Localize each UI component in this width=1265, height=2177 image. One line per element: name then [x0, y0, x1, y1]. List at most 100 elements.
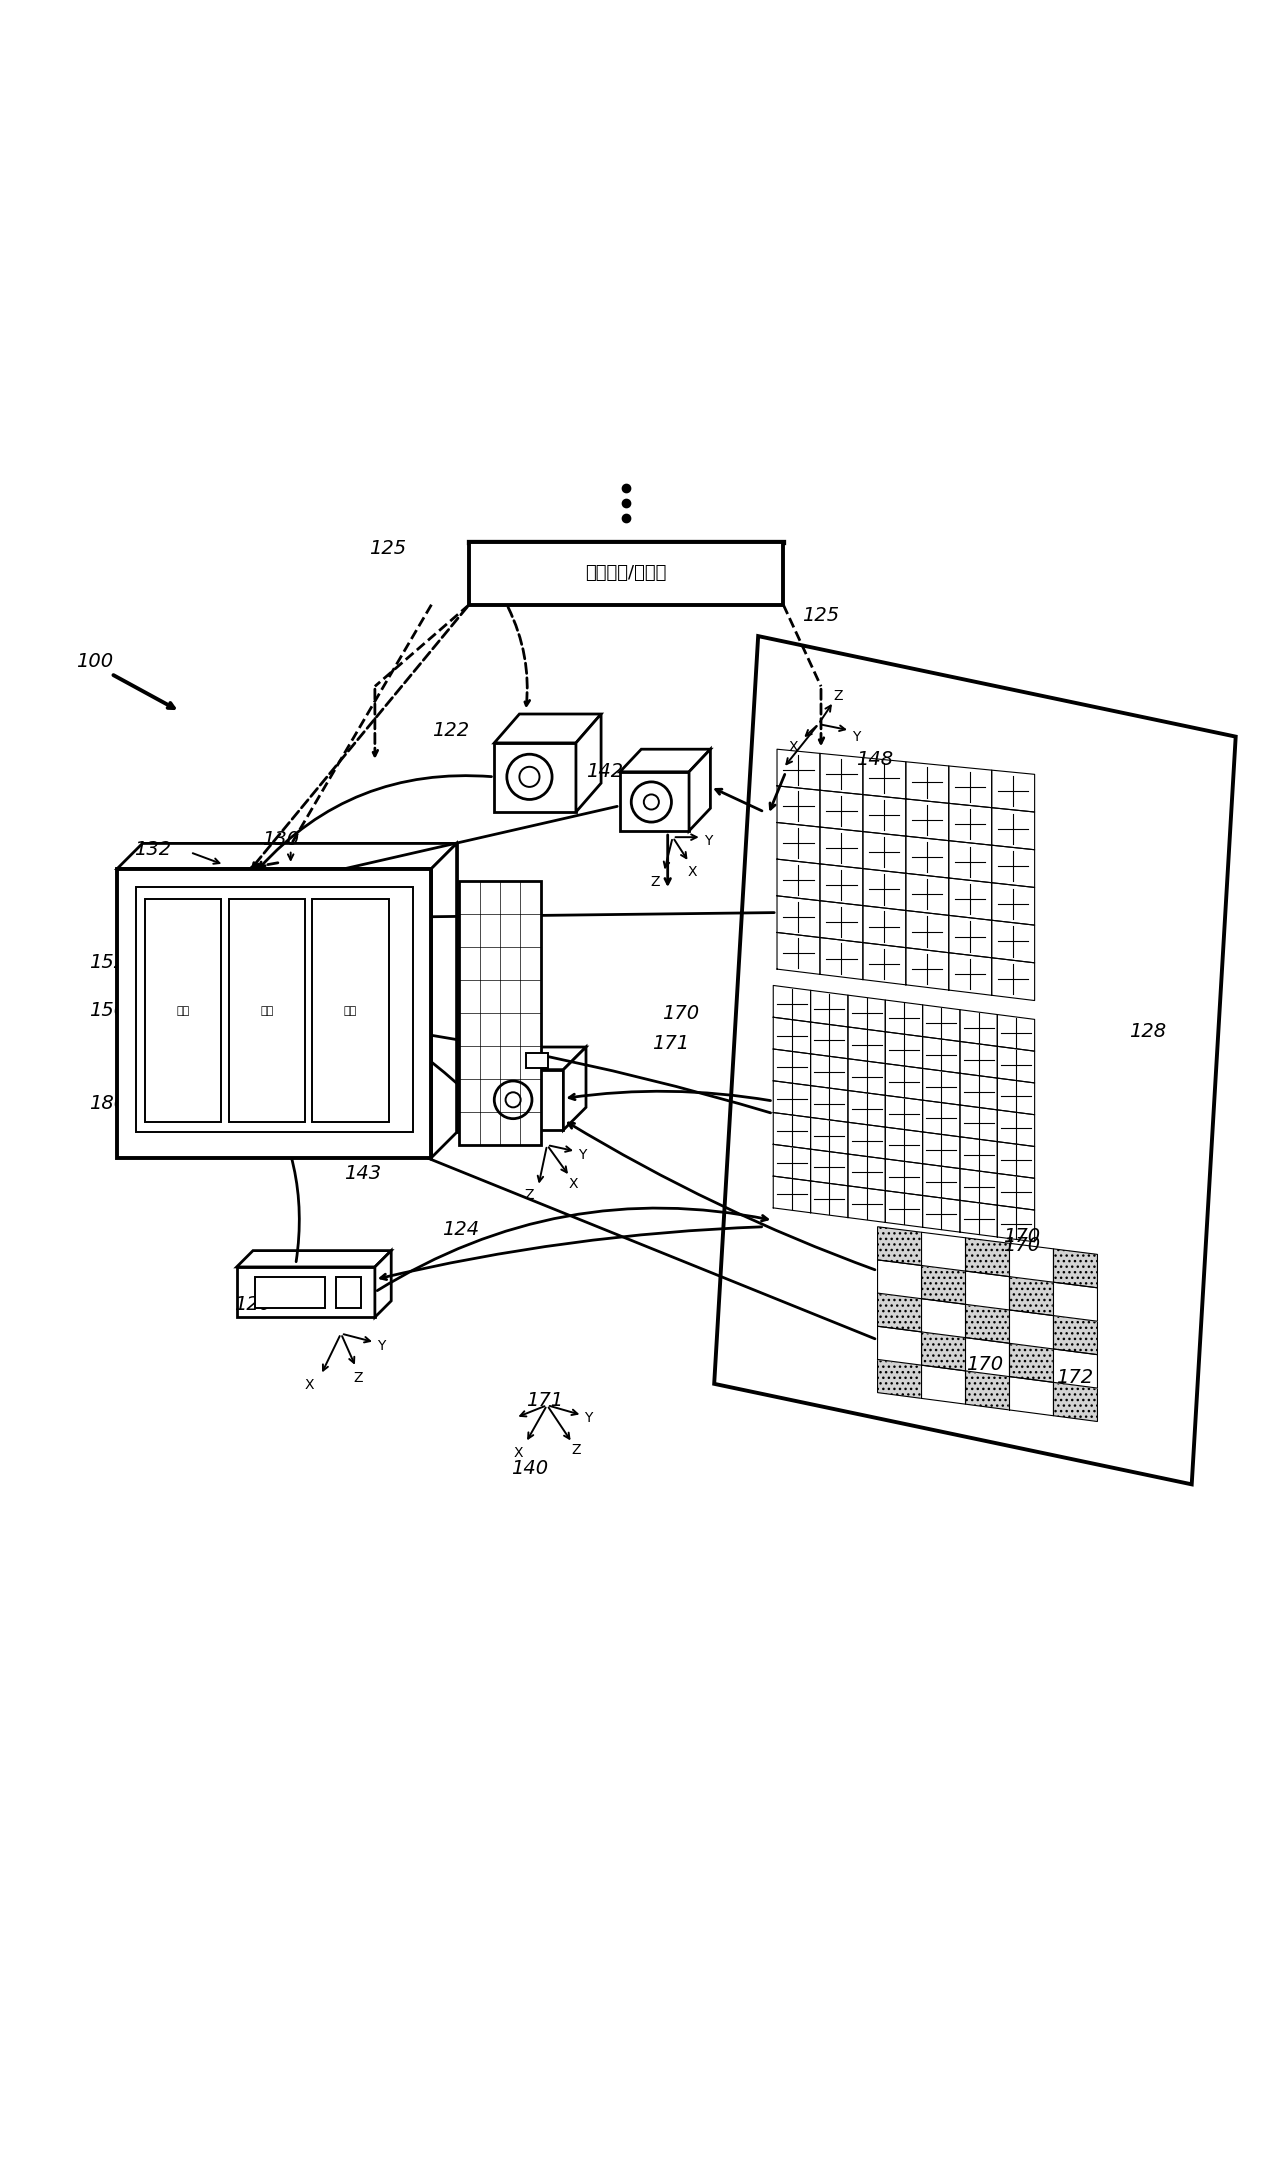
Polygon shape [992, 808, 1035, 849]
Polygon shape [773, 1017, 811, 1054]
Polygon shape [922, 1069, 960, 1106]
Bar [526, 1054, 548, 1069]
Polygon shape [922, 1006, 960, 1041]
Polygon shape [820, 790, 863, 832]
Text: X: X [788, 740, 798, 753]
Polygon shape [886, 1065, 922, 1099]
Text: 124: 124 [441, 1219, 479, 1239]
Polygon shape [777, 749, 820, 790]
Polygon shape [878, 1358, 921, 1398]
Text: Z: Z [525, 1189, 534, 1202]
Polygon shape [965, 1271, 1009, 1311]
Polygon shape [997, 1047, 1035, 1082]
Polygon shape [906, 947, 949, 991]
Polygon shape [965, 1239, 1009, 1276]
Polygon shape [773, 1049, 811, 1086]
Polygon shape [965, 1372, 1009, 1411]
Polygon shape [997, 1173, 1035, 1210]
Polygon shape [921, 1232, 965, 1271]
Polygon shape [960, 1169, 997, 1206]
Polygon shape [777, 932, 820, 975]
Polygon shape [997, 1141, 1035, 1178]
Text: 171: 171 [651, 1034, 688, 1054]
Text: 170: 170 [1003, 1237, 1041, 1256]
Polygon shape [997, 1078, 1035, 1115]
Text: Z: Z [834, 690, 844, 703]
Text: X: X [514, 1446, 522, 1461]
Text: Y: Y [584, 1411, 593, 1424]
Polygon shape [921, 1332, 965, 1372]
Text: Y: Y [578, 1147, 587, 1163]
Polygon shape [1054, 1382, 1098, 1422]
Polygon shape [848, 1186, 886, 1223]
Polygon shape [886, 1158, 922, 1195]
Polygon shape [922, 1195, 960, 1232]
Bar [145, 899, 221, 1123]
Polygon shape [863, 906, 906, 947]
Polygon shape [848, 1123, 886, 1158]
Polygon shape [820, 827, 863, 869]
Text: 140: 140 [511, 1459, 548, 1478]
Polygon shape [960, 1010, 997, 1047]
Bar [312, 899, 388, 1123]
Polygon shape [1054, 1250, 1098, 1289]
Polygon shape [960, 1136, 997, 1173]
Polygon shape [773, 986, 811, 1021]
Text: 180: 180 [89, 1095, 125, 1112]
Polygon shape [992, 771, 1035, 812]
Text: 128: 128 [1130, 1023, 1166, 1041]
Polygon shape [1009, 1376, 1054, 1415]
Bar [459, 882, 540, 1145]
Polygon shape [886, 1191, 922, 1228]
Polygon shape [1009, 1243, 1054, 1282]
Polygon shape [620, 749, 711, 773]
Bar [336, 1278, 361, 1308]
Polygon shape [820, 864, 863, 906]
Text: Z: Z [354, 1372, 363, 1385]
Polygon shape [992, 921, 1035, 962]
Circle shape [520, 766, 539, 786]
Polygon shape [878, 1293, 921, 1332]
Text: 172: 172 [1056, 1367, 1093, 1387]
Polygon shape [1009, 1311, 1054, 1350]
Text: 150: 150 [89, 1001, 125, 1021]
Polygon shape [237, 1250, 391, 1267]
Polygon shape [773, 1145, 811, 1180]
Text: 152: 152 [89, 954, 125, 973]
Polygon shape [118, 842, 457, 869]
Polygon shape [906, 873, 949, 914]
Polygon shape [949, 954, 992, 995]
Polygon shape [811, 1180, 848, 1217]
Polygon shape [921, 1365, 965, 1404]
Polygon shape [848, 1028, 886, 1065]
Polygon shape [811, 1021, 848, 1058]
Polygon shape [777, 823, 820, 864]
Polygon shape [997, 1206, 1035, 1241]
Polygon shape [495, 714, 601, 742]
Polygon shape [563, 1047, 586, 1130]
Polygon shape [848, 1058, 886, 1095]
Text: X: X [688, 864, 697, 880]
Text: 诊断: 诊断 [344, 1006, 357, 1017]
Polygon shape [1009, 1343, 1054, 1382]
Text: Y: Y [853, 729, 860, 745]
Polygon shape [921, 1265, 965, 1304]
Polygon shape [811, 1054, 848, 1091]
Text: Y: Y [377, 1339, 386, 1354]
Polygon shape [878, 1226, 921, 1265]
Polygon shape [476, 1069, 563, 1130]
Polygon shape [960, 1200, 997, 1237]
Polygon shape [886, 999, 922, 1036]
Bar [118, 869, 431, 1158]
Polygon shape [992, 958, 1035, 1001]
Text: X: X [569, 1178, 578, 1191]
Bar [229, 899, 305, 1123]
Polygon shape [921, 1300, 965, 1337]
Text: 170: 170 [662, 1004, 698, 1023]
Polygon shape [997, 1110, 1035, 1147]
Text: 100: 100 [76, 651, 113, 671]
Polygon shape [237, 1267, 374, 1317]
Polygon shape [922, 1099, 960, 1136]
Text: 132: 132 [134, 840, 171, 860]
Polygon shape [863, 869, 906, 910]
